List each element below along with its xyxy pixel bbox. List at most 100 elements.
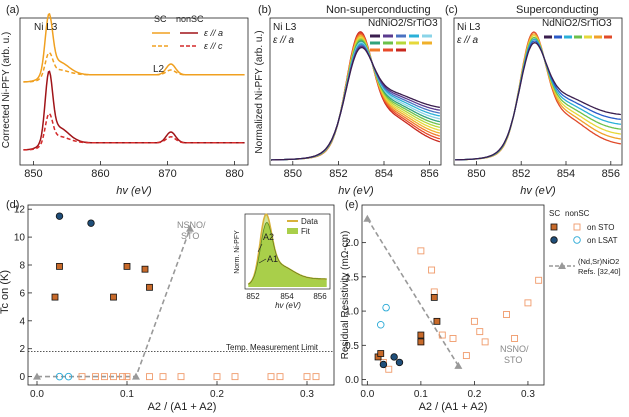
panel-e-ref-label-1: NSNO/	[500, 344, 529, 354]
panel-b-xtick-tick-label: 852	[329, 168, 347, 180]
curve-nonsc-a	[23, 70, 245, 151]
inset-a1-label: A1	[267, 254, 278, 264]
panel-d-xtick-label: 0.1	[120, 389, 134, 400]
panel-d-sc-lsat-point	[55, 212, 64, 220]
panel-e-nonsc-sto-point	[428, 266, 436, 274]
panel-a-xtick-tick-label: 860	[91, 168, 109, 180]
panel-e-ref-line	[366, 218, 460, 367]
panel-e-nonsc-sto-point	[524, 299, 532, 307]
panel-e-sc-lsat-point	[395, 358, 404, 367]
panel-e-xtick-label: 0.1	[414, 389, 428, 400]
panel-c-xtick-tick-label: 854	[557, 168, 575, 180]
panel-a-peak-label: Ni L3	[34, 22, 58, 33]
panel-a-xtick-tick-label: 880	[225, 168, 243, 180]
panel-d-xlabel: A2 / (A1 + A2)	[148, 401, 217, 413]
panel-e-ref-marker	[363, 214, 372, 222]
panel-d-nonsc-lsat-point	[64, 372, 73, 381]
panel-a-label: (a)	[6, 4, 19, 16]
panel-d-nonsc-sto-point	[119, 373, 126, 381]
legend-nonsc-sto-marker	[573, 223, 581, 231]
panel-a: (a) Corrected Ni-PFY (arb. u.) hv (eV) 8…	[1, 4, 249, 197]
legend-ref-text-1: (Nd,Sr)NiO2	[578, 257, 619, 266]
panel-e-legend-sc: SC	[549, 209, 560, 218]
panel-d-sc-lsat-point	[87, 219, 95, 227]
legend-sc-lsat-marker	[550, 236, 558, 244]
panel-d-nonsc-sto-point	[78, 373, 86, 381]
panel-b-xlabel: hv (eV)	[338, 185, 374, 197]
panel-e-ref-label: NSNO/STO	[500, 344, 529, 365]
panel-b-nil3: Ni L3	[273, 22, 297, 33]
panel-e-nonsc-sto-point	[470, 317, 478, 325]
legend-ref-text: (Nd,Sr)NiO2 Refs. [32,40]	[578, 257, 621, 276]
panel-d-ytick-label: 0	[19, 372, 25, 383]
panel-a-legend-sc: SC	[154, 14, 167, 24]
legend-nonsc-lsat-marker	[573, 236, 581, 244]
panel-e-sc-sto-point	[417, 338, 425, 346]
panel-d-nonsc-sto-point	[177, 373, 185, 381]
panel-b-label: (b)	[258, 4, 271, 16]
panel-e-nonsc-sto-point	[417, 247, 425, 255]
panel-c-nil3: Ni L3	[457, 22, 481, 33]
panel-d-sc-sto-point	[110, 293, 117, 301]
panel-b-frame	[269, 17, 442, 166]
panel-d-nonsc-sto-point	[110, 373, 117, 381]
panel-e-nonsc-lsat-point	[382, 303, 390, 312]
panel-c-title: Superconducting	[516, 4, 599, 16]
panel-e-sc-sto-point	[377, 350, 385, 357]
panel-e-frame	[361, 204, 545, 386]
inset-a2-label: A2	[263, 232, 274, 242]
panel-d-sc-sto-point	[146, 283, 153, 291]
inset-fit-line	[248, 222, 327, 285]
legend-on-sto: on STO	[587, 223, 614, 232]
panel-d-ytick-label: 2	[19, 344, 25, 355]
panel-b-curve	[271, 45, 441, 161]
panel-e-nonsc-sto-point	[462, 352, 470, 360]
panel-c-xtick-tick-label: 850	[467, 168, 485, 180]
panel-e-sc-sto-point	[433, 317, 441, 325]
panel-d-nonsc-sto-point	[159, 373, 167, 381]
legend-ref-text-2: Refs. [32,40]	[578, 267, 621, 276]
panel-e-ref-label-2: STO	[504, 355, 522, 365]
panel-b-ylabel: Normalized Ni-PFY (arb. u.)	[254, 30, 265, 153]
panel-e-nonsc-sto-point	[438, 331, 446, 339]
panel-b: (b) Non-superconducting Normalized Ni-PF…	[254, 4, 442, 197]
inset-fit: Data Fit A2 A1 Norm. Ni-PFY hv (eV) 852 …	[234, 213, 331, 310]
panel-c-curve	[455, 31, 621, 161]
temp-limit-label: Temp. Measurement Limit	[226, 343, 319, 352]
panel-e-ytick-label: 1.0	[345, 307, 359, 318]
panel-d-sc-sto-point	[141, 265, 149, 273]
panel-d-ref-label-1: NSNO/	[177, 220, 206, 230]
panel-e-nonsc-sto-point	[503, 311, 510, 318]
panel-d-ref-marker	[33, 372, 41, 380]
inset-a1-area	[248, 222, 327, 287]
legend-on-lsat: on LSAT	[587, 236, 618, 245]
panel-d-label: (d)	[6, 199, 19, 211]
panel-e-nonsc-sto-point	[449, 335, 457, 342]
panel-e-xtick-label: 0.2	[467, 389, 481, 400]
panel-d-sc-sto-point	[51, 293, 59, 301]
inset-a2-pointer	[257, 243, 263, 253]
legend-sc-sto-marker	[550, 223, 558, 231]
panel-a-ylabel: Corrected Ni-PFY (arb. u.)	[1, 32, 12, 149]
panel-d-ref-line	[37, 228, 191, 378]
panel-b-curve	[271, 41, 441, 161]
panel-d-nonsc-sto-point	[101, 373, 108, 381]
panel-d-ref-marker	[186, 224, 194, 232]
panel-d-xtick-label: 0.0	[30, 389, 44, 400]
inset-ylabel: Norm. Ni-PFY	[234, 230, 241, 274]
panel-c-curve	[455, 35, 622, 161]
panel-c-label: (c)	[445, 4, 458, 16]
panel-b-xtick-tick-label: 854	[375, 168, 393, 180]
panel-a-xtick-tick-label: 850	[24, 168, 42, 180]
panel-c-xlabel: hv (eV)	[520, 185, 556, 197]
panel-d-nonsc-sto-point	[213, 373, 221, 381]
panel-d-nonsc-sto-point	[276, 373, 284, 381]
curve-nonsc-c	[23, 112, 245, 151]
panel-e-sc-lsat-point	[379, 360, 388, 369]
panel-d-frame	[27, 204, 335, 386]
panel-d: (d) Tc on (K) A2 / (A1 + A2) 0.0 0.1 0.2 0.…	[0, 199, 335, 413]
panel-d-ytick-label: 10	[14, 233, 26, 244]
panel-d-nonsc-sto-point	[146, 373, 153, 381]
inset-xtick-852: 852	[246, 292, 260, 301]
panel-d-nonsc-sto-point	[231, 373, 239, 381]
